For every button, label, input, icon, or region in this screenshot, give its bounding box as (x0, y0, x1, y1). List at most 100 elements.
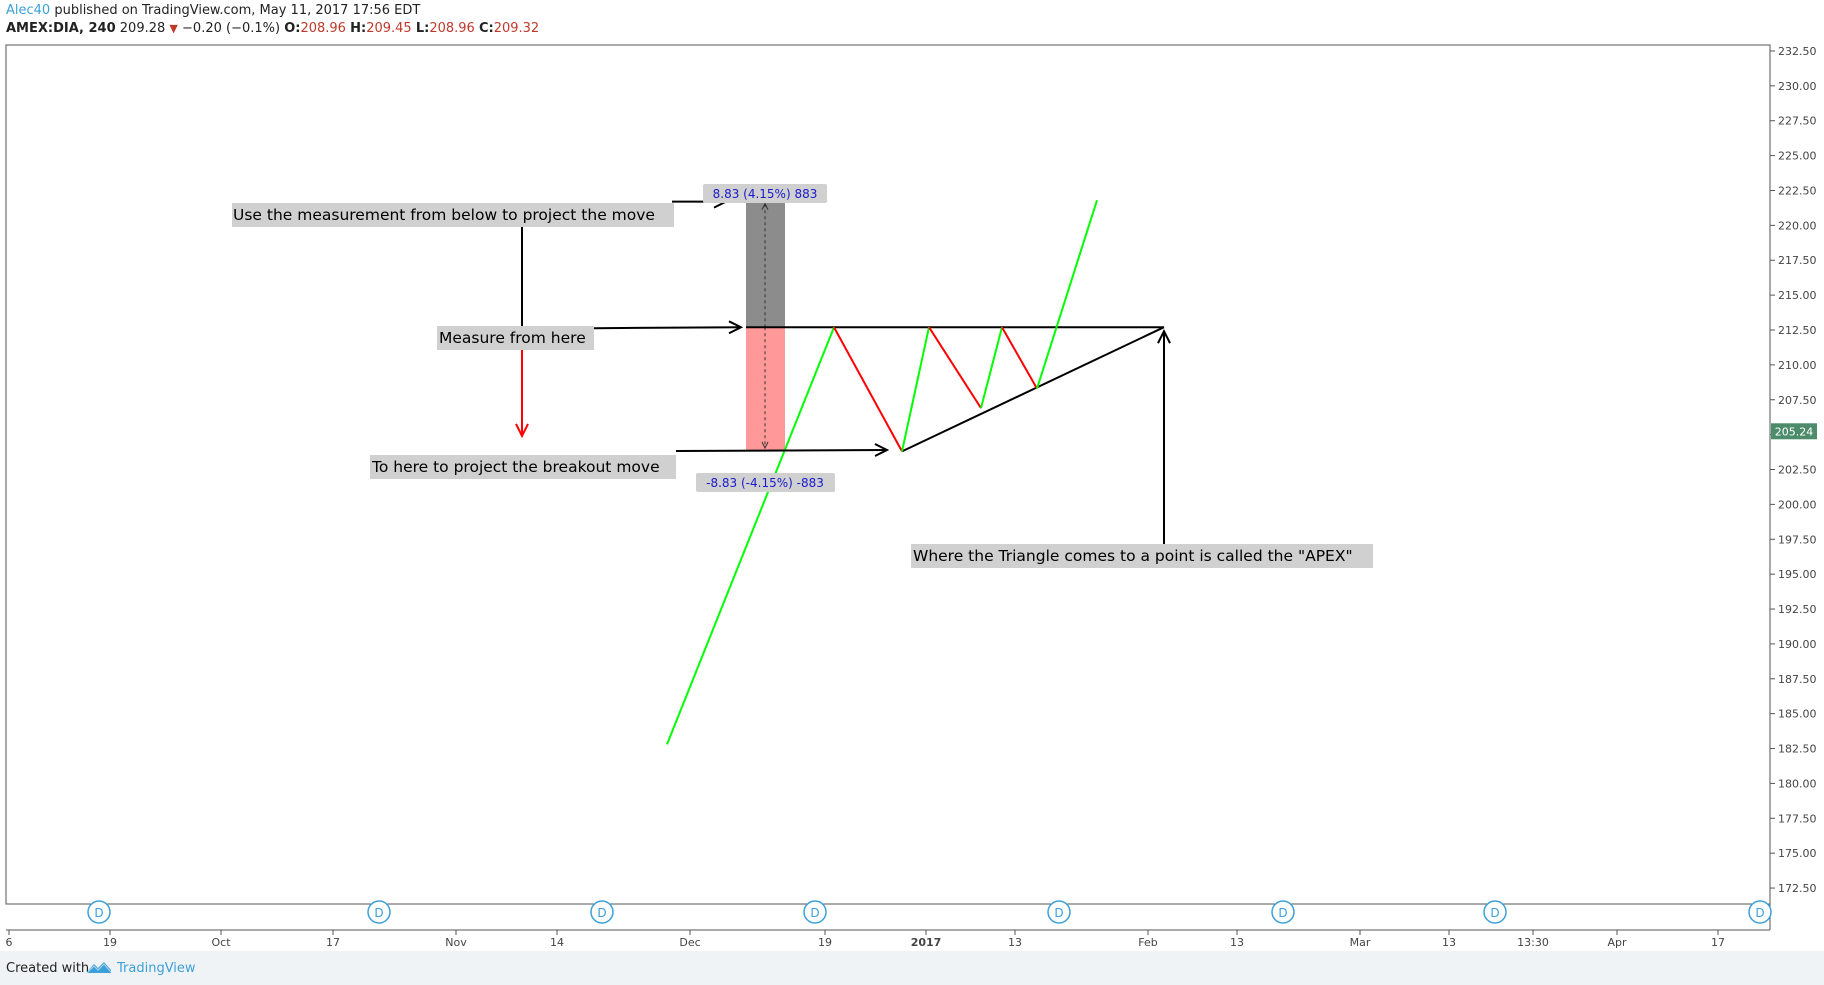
svg-text:D: D (1278, 906, 1287, 920)
price-tick-label: 207.50 (1778, 394, 1817, 407)
dividend-marker[interactable]: D (803, 900, 827, 924)
svg-text:D: D (1054, 906, 1063, 920)
time-tick-label: 6 (6, 936, 13, 949)
dividend-marker[interactable]: D (1271, 900, 1295, 924)
time-tick-label: 17 (326, 936, 340, 949)
last-price: 209.28 (119, 21, 166, 36)
dividend-marker[interactable]: D (590, 900, 614, 924)
price-tick-label: 192.50 (1778, 603, 1817, 616)
plot-frame (5, 44, 1771, 905)
time-axis[interactable]: 6 19 Oct 17 Nov 14 Dec 19 2017 13 Feb 13 Mar 13 13:30 A… (6, 930, 1726, 949)
open-value: 208.96 (300, 21, 346, 36)
price-tick-label: 190.00 (1778, 638, 1817, 651)
high-value: 209.45 (366, 21, 412, 36)
price-tick-label: 215.00 (1778, 289, 1817, 302)
price-tick-label: 195.00 (1778, 568, 1817, 581)
symbol-info: AMEX:DIA, 240 209.28 ▼ −0.20 (−0.1%) O:2… (6, 21, 539, 36)
zigzag-down-segment[interactable] (1001, 326, 1038, 390)
measure-down-label-bg (696, 473, 835, 492)
time-tick-label: Nov (445, 936, 467, 949)
chart-header: Alec40 published on TradingView.com, May… (0, 0, 1824, 44)
zigzag-down-segment[interactable] (833, 326, 903, 452)
time-tick-label: Apr (1607, 936, 1627, 949)
price-tick-label: 175.00 (1778, 847, 1817, 860)
price-tick-label: 185.00 (1778, 708, 1817, 721)
annotation-top[interactable]: Use the measurement from below to projec… (233, 206, 655, 224)
time-tick-label: 13 (1008, 936, 1022, 949)
published-text: published on TradingView.com, May 11, 20… (50, 3, 421, 18)
price-tick-label: 200.00 (1778, 498, 1817, 511)
price-tick-label: 232.50 (1778, 45, 1817, 58)
time-tick-label: 19 (818, 936, 832, 949)
high-label: H: (350, 21, 367, 36)
price-tick-label: 172.50 (1778, 882, 1817, 895)
time-tick-label: 13:30 (1517, 936, 1549, 949)
price-tick-label: 225.00 (1778, 150, 1817, 163)
annotation-bg-mid (437, 326, 594, 350)
price-tick-label: 177.50 (1778, 812, 1817, 825)
chart-area[interactable]: 232.50 230.00 227.50 225.00 222.50 220.00 217.… (0, 44, 1824, 951)
measure-up-label: 8.83 (4.15%) 883 (713, 187, 818, 201)
price-change: −0.20 (−0.1%) (182, 21, 281, 36)
time-tick-label: Mar (1350, 936, 1371, 949)
svg-text:D: D (374, 906, 383, 920)
annotation-bg-bottom (370, 455, 676, 479)
annotation-bottom[interactable]: To here to project the breakout move (371, 458, 660, 476)
current-price-badge (1771, 423, 1817, 440)
breakout-arrow (675, 450, 887, 451)
chart-canvas[interactable]: 232.50 230.00 227.50 225.00 222.50 220.00 217.… (0, 44, 1824, 951)
zigzag-up-segment[interactable] (1036, 199, 1098, 389)
svg-text:D: D (1755, 906, 1764, 920)
zigzag-down-segment[interactable] (928, 326, 982, 409)
price-axis[interactable]: 232.50 230.00 227.50 225.00 222.50 220.00 217.… (1770, 45, 1817, 895)
down-triangle-icon: ▼ (169, 22, 178, 35)
footer: Created with TradingView (0, 951, 1824, 985)
price-tick-label: 180.00 (1778, 777, 1817, 790)
time-tick-label: 19 (103, 936, 117, 949)
annotation-bg-apex (911, 544, 1373, 568)
zigzag-up-segment[interactable] (901, 326, 930, 452)
close-label: C: (478, 21, 494, 36)
dividend-marker[interactable]: D (1748, 900, 1772, 924)
price-zigzag[interactable] (666, 199, 1098, 745)
annotation-mid[interactable]: Measure from here (439, 329, 586, 347)
price-tick-label: 197.50 (1778, 533, 1817, 546)
measure-down-label: -8.83 (-4.15%) -883 (706, 476, 824, 490)
support-line[interactable] (901, 326, 1165, 453)
annotation-apex[interactable]: Where the Triangle comes to a point is c… (913, 547, 1353, 565)
author-link[interactable]: Alec40 (6, 3, 51, 18)
low-label: L: (415, 21, 430, 36)
low-value: 208.96 (429, 21, 475, 36)
time-tick-label: 13 (1230, 936, 1244, 949)
price-tick-label: 182.50 (1778, 743, 1817, 756)
price-tick-label: 210.00 (1778, 359, 1817, 372)
created-with-label: Created with (6, 961, 90, 976)
svg-text:D: D (810, 906, 819, 920)
dividend-marker[interactable]: D (1047, 900, 1071, 924)
tradingview-logo-icon[interactable] (86, 959, 112, 975)
publish-info: Alec40 published on TradingView.com, May… (6, 3, 420, 18)
svg-text:D: D (1490, 906, 1499, 920)
close-value: 209.32 (493, 21, 540, 36)
tradingview-brand-link[interactable]: TradingView (117, 961, 196, 976)
dividend-marker[interactable]: D (1483, 900, 1507, 924)
open-label: O: (284, 21, 301, 36)
price-tick-label: 230.00 (1778, 80, 1817, 93)
zigzag-up-segment[interactable] (666, 326, 835, 745)
measure-arrow (593, 327, 741, 328)
time-tick-label: Oct (211, 936, 231, 949)
time-tick-label: 14 (550, 936, 564, 949)
svg-text:D: D (597, 906, 606, 920)
dividend-marker[interactable]: D (367, 900, 391, 924)
svg-text:D: D (94, 906, 103, 920)
measure-up-label-bg (703, 184, 827, 203)
dividend-marker[interactable]: D (87, 900, 111, 924)
time-tick-label: Dec (679, 936, 700, 949)
price-tick-label: 227.50 (1778, 115, 1817, 128)
price-tick-label: 222.50 (1778, 184, 1817, 197)
time-tick-label: Feb (1138, 936, 1157, 949)
symbol-name: AMEX:DIA, 240 (6, 21, 116, 36)
zigzag-up-segment[interactable] (980, 326, 1003, 409)
price-tick-label: 220.00 (1778, 219, 1817, 232)
